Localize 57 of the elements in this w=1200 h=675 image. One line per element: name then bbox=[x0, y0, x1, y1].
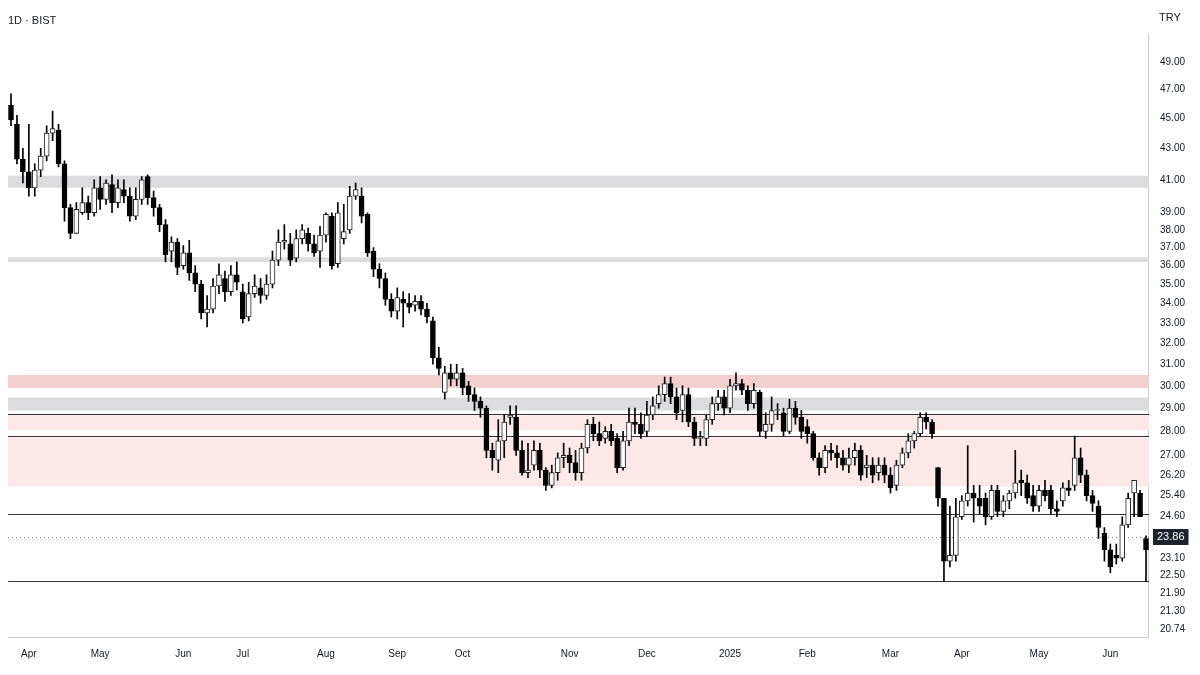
candlestick bbox=[525, 442, 531, 479]
candlestick bbox=[632, 407, 638, 435]
y-tick-label: 21.30 bbox=[1159, 605, 1186, 617]
x-tick-label: Aug bbox=[317, 647, 335, 659]
y-tick-label: 39.00 bbox=[1159, 206, 1186, 218]
candlestick bbox=[26, 123, 32, 197]
y-tick-label: 38.00 bbox=[1159, 223, 1186, 235]
y-tick-label: 45.00 bbox=[1159, 112, 1186, 124]
y-tick-label: 37.00 bbox=[1159, 241, 1186, 253]
y-tick-label: 47.00 bbox=[1159, 83, 1186, 95]
x-tick-label: Jun bbox=[175, 647, 192, 659]
x-tick-label: 2025 bbox=[718, 647, 742, 659]
candlestick bbox=[1018, 469, 1025, 496]
x-tick-label: Feb bbox=[798, 647, 817, 659]
x-tick-label: Jun bbox=[1102, 647, 1119, 659]
y-tick-label: 34.00 bbox=[1159, 297, 1186, 308]
chart-title: 1D · BIST bbox=[8, 13, 57, 26]
y-tick-label: 29.00 bbox=[1159, 401, 1186, 413]
candlestick bbox=[507, 405, 513, 425]
x-tick-label: Jul bbox=[236, 647, 250, 659]
candlestick bbox=[1143, 535, 1149, 582]
x-tick-label: Mar bbox=[881, 647, 900, 659]
candlestick bbox=[1012, 450, 1019, 499]
y-tick-label: 33.00 bbox=[1159, 316, 1186, 328]
candlestick bbox=[733, 372, 739, 391]
y-tick-label: 28.00 bbox=[1159, 425, 1186, 437]
x-tick-label: May bbox=[90, 647, 110, 659]
y-tick-label: 41.00 bbox=[1159, 173, 1186, 185]
y-tick-label: 25.40 bbox=[1159, 489, 1186, 501]
y-tick-label: 36.00 bbox=[1159, 259, 1186, 271]
y-tick-label: 21.90 bbox=[1159, 587, 1186, 599]
y-tick-label: 43.00 bbox=[1159, 142, 1186, 154]
y-tick-label: 49.00 bbox=[1159, 55, 1186, 67]
y-tick-label: 23.10 bbox=[1159, 551, 1186, 563]
x-tick-label: Apr bbox=[21, 647, 38, 659]
y-tick-label: 20.74 bbox=[1159, 623, 1186, 635]
ref-line-label: 23.86 bbox=[1156, 529, 1185, 542]
x-tick-label: Sep bbox=[388, 647, 407, 659]
candlestick bbox=[970, 484, 977, 523]
y-tick-label: 26.20 bbox=[1159, 468, 1186, 480]
candlestick bbox=[947, 505, 953, 568]
text: TRY bbox=[1158, 11, 1182, 24]
x-tick-label: Apr bbox=[954, 647, 971, 659]
y-tick-label: 24.60 bbox=[1159, 510, 1186, 522]
x-tick-label: Dec bbox=[637, 647, 656, 659]
y-tick-label: 27.00 bbox=[1159, 449, 1186, 461]
x-tick-label: Oct bbox=[454, 647, 471, 659]
y-tick-label: 32.00 bbox=[1159, 336, 1186, 348]
candlestick bbox=[828, 442, 834, 461]
y-tick-label: 22.50 bbox=[1159, 569, 1186, 581]
candlestick bbox=[400, 291, 407, 328]
candlestick bbox=[834, 445, 840, 468]
y-tick-label: 35.00 bbox=[1159, 277, 1186, 289]
y-tick-label: 31.00 bbox=[1159, 357, 1186, 369]
x-tick-label: May bbox=[1029, 647, 1049, 659]
y-tick-label: 30.00 bbox=[1159, 379, 1186, 391]
x-tick-label: Nov bbox=[560, 647, 579, 659]
